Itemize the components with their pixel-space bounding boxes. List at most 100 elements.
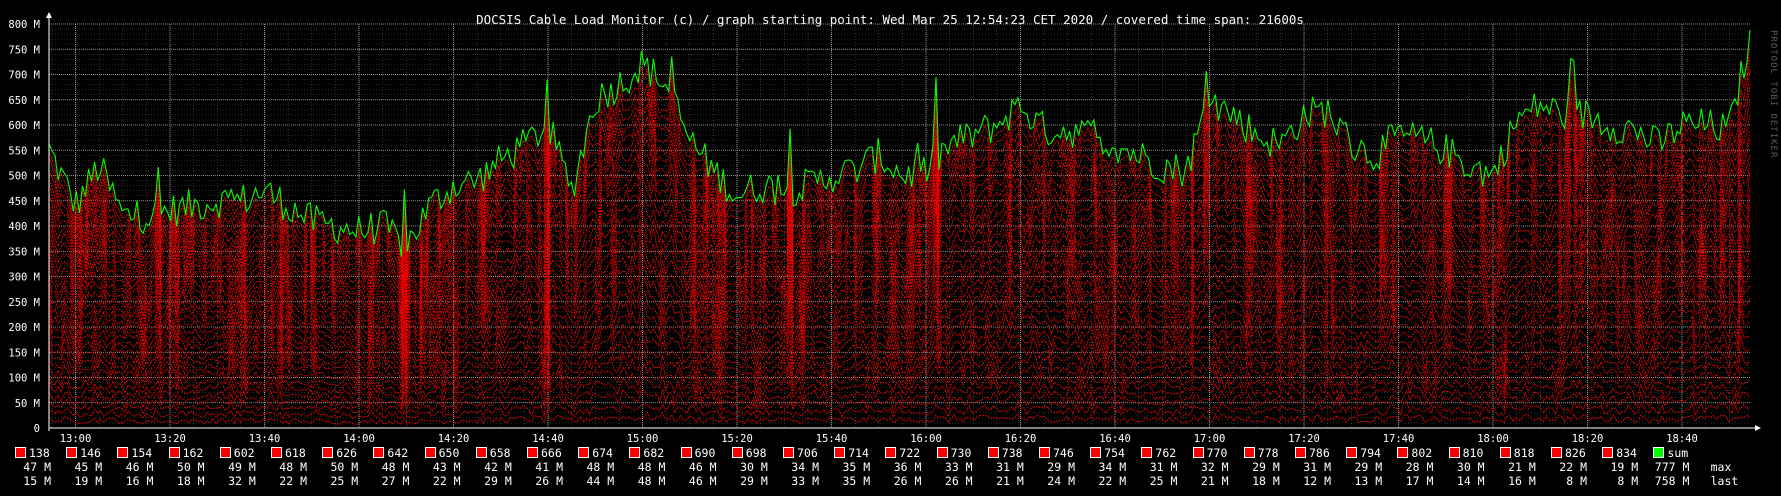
legend-label: 722 [885,446,920,460]
legend-last-value: 21 M [996,474,1024,488]
series-706 [48,228,1751,346]
legend-max-value: 777 M [1654,460,1690,474]
x-tick-label: 17:40 [1383,433,1415,445]
legend-max-value: 31 M [996,460,1024,474]
legend-last-value: 29 M [740,474,768,488]
x-tick-label: 16:00 [910,433,942,445]
legend-last-value: 18 M [176,474,205,488]
legend-last-value: 22 M [432,474,461,488]
legend-series-name: 618 [285,446,306,460]
legend-swatch [168,447,180,458]
y-tick-label: 450 M [8,196,40,208]
legend-series-name: 746 [1053,446,1074,460]
legend-last-value: 35 M [842,474,871,488]
legend-label: 762 [1141,446,1176,460]
legend: 138 47 M 15 M 146 45 M 19 M 154 46 M 16 M 162 50 M… [0,446,1781,496]
legend-label: 162 [168,446,203,460]
load-chart: DOCSIS Cable Load Monitor (c) / graph st… [8,12,1761,445]
legend-series-name: 810 [1462,446,1484,460]
x-tick-label: 14:40 [532,433,564,445]
legend-swatch [1346,447,1358,458]
series-602 [48,361,1751,408]
legend-swatch [271,447,282,458]
stacked-series [48,29,1751,426]
legend-max-value: 34 M [791,460,819,474]
legend-last-value: 26 M [893,474,922,488]
legend-label: 770 [1192,446,1228,460]
y-axis-ticks: 0 50 M 100 M 150 M 200 M 250 M 300 M 350 M 400 M… [8,19,40,435]
series-762 [48,155,1751,311]
legend-max-value: 48 M [637,460,666,474]
series-674 [48,271,1751,366]
x-tick-label: 15:40 [816,433,848,445]
legend-series-name: 754 [1104,446,1125,460]
series-650 [48,304,1751,384]
series-682 [48,262,1751,360]
legend-series-name: 818 [1513,446,1535,460]
legend-last-value: 14 M [1456,474,1485,488]
legend-last-value: 44 M [586,474,615,488]
legend-label: 746 [1039,446,1074,460]
legend-max-value: 46 M [125,460,154,474]
legend-last-value: 16 M [125,474,154,488]
x-tick-label: 16:20 [1005,433,1037,445]
legend-swatch [1039,447,1050,458]
y-tick-label: 400 M [8,221,40,233]
legend-swatch [680,447,692,458]
legend-swatch [373,447,385,458]
legend-series-name: 802 [1411,446,1433,460]
legend-series-name: 778 [1257,446,1279,460]
legend-label: 778 [1243,446,1279,460]
legend-series-name: 730 [950,446,972,460]
legend-swatch [987,447,999,458]
series-818 [48,57,1751,269]
legend-max-value: 49 M [228,460,256,474]
series-666 [48,286,1751,372]
legend-last-value: 12 M [1303,474,1331,488]
x-tick-label: 18:20 [1572,433,1604,445]
legend-swatch [1448,447,1460,458]
legend-max-value: 50 M [176,460,205,474]
legend-last-value: 22 M [279,474,307,488]
legend-series-name: 690 [694,446,716,460]
legend-last-value: 26 M [944,474,973,488]
legend-swatch [783,447,794,458]
legend-label: 714 [834,446,869,460]
legend-label: 690 [680,446,716,460]
legend-max-value: 29 M [1252,460,1280,474]
legend-swatch [1141,447,1153,458]
series-642 [48,314,1751,389]
y-tick-label: 200 M [8,322,40,334]
legend-swatch [424,447,436,458]
legend-max-value: 33 M [944,460,973,474]
legend-series-name: 826 [1565,446,1586,460]
y-tick-label: 0 [34,423,40,435]
series-794 [48,101,1751,286]
legend-series-name: 770 [1206,446,1228,460]
legend-max-value: 32 M [1200,460,1229,474]
legend-max-value: 31 M [1303,460,1331,474]
x-tick-label: 14:00 [343,433,375,445]
legend-series-name: 794 [1360,446,1381,460]
legend-series-name: 698 [745,446,767,460]
series-810 [48,69,1751,273]
legend-last-value: 22 M [1098,474,1127,488]
y-tick-label: 800 M [8,19,40,31]
y-tick-label: 550 M [8,145,40,157]
legend-swatch [1295,447,1306,458]
y-axis-arrow [46,12,52,18]
legend-last-value: 48 M [637,474,666,488]
legend-max-value: 34 M [1098,460,1127,474]
y-tick-label: 300 M [8,272,40,284]
legend-series-name: 706 [797,446,818,460]
legend-max-value: 22 M [1559,460,1587,474]
legend-max-value: 43 M [432,460,461,474]
legend-last-value: 16 M [1508,474,1536,488]
series-sum [48,29,1751,257]
legend-max-value: 45 M [74,460,103,474]
legend-max-value: 41 M [535,460,563,474]
series-826 [48,44,1751,264]
legend-row-label-max: max [1710,460,1732,474]
legend-last-value: 25 M [1149,474,1178,488]
legend-last-value: 19 M [74,474,103,488]
